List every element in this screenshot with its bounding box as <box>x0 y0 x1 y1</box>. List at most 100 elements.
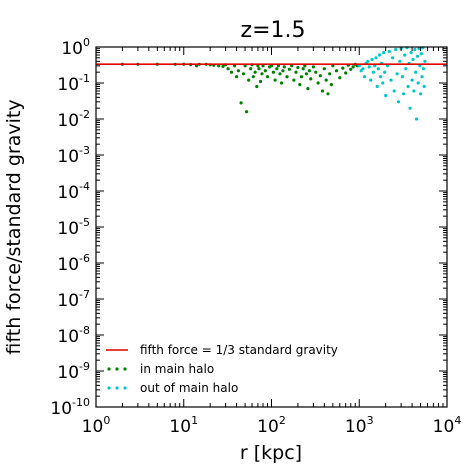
point-in-main-halo <box>261 64 265 68</box>
point-out-of-main-halo <box>413 47 417 52</box>
point-in-main-halo <box>281 69 285 73</box>
points-layer <box>120 46 427 121</box>
point-in-main-halo <box>251 75 255 79</box>
point-out-of-main-halo <box>377 53 382 57</box>
point-in-main-halo <box>294 70 298 74</box>
plot-area <box>96 47 447 407</box>
x-tick-label: 102 <box>257 414 286 437</box>
point-out-of-main-halo <box>402 92 406 96</box>
point-out-of-main-halo <box>367 65 371 69</box>
point-out-of-main-halo <box>375 84 379 89</box>
y-axis-title: fifth force/standard gravity <box>3 99 25 354</box>
point-in-main-halo <box>235 75 239 79</box>
point-out-of-main-halo <box>420 75 424 79</box>
point-in-main-halo <box>329 83 333 87</box>
y-tick-label: 10-8 <box>57 324 90 347</box>
point-in-main-halo <box>243 64 247 68</box>
point-out-of-main-halo <box>418 64 422 68</box>
legend-swatch-dot <box>123 367 127 371</box>
x-tick-label: 103 <box>345 414 374 437</box>
x-tick-label: 101 <box>169 414 198 437</box>
point-out-of-main-halo <box>409 51 413 55</box>
point-in-main-halo <box>217 64 221 68</box>
point-out-of-main-halo <box>406 84 410 89</box>
legend: fifth force = 1/3 standard gravity in ma… <box>106 343 338 395</box>
point-out-of-main-halo <box>403 53 407 57</box>
point-out-of-main-halo <box>389 78 393 82</box>
point-out-of-main-halo <box>369 78 373 82</box>
point-in-main-halo <box>245 110 249 114</box>
legend-swatch-dot <box>107 386 111 390</box>
y-tick-label: 100 <box>61 36 90 59</box>
y-tick-label: 10-6 <box>57 252 90 275</box>
point-in-main-halo <box>265 75 270 79</box>
point-out-of-main-halo <box>396 100 401 104</box>
point-out-of-main-halo <box>384 93 388 98</box>
y-tick-label: 10-2 <box>57 108 90 131</box>
point-out-of-main-halo <box>366 59 370 63</box>
point-in-main-halo <box>271 70 275 74</box>
point-in-main-halo <box>221 64 225 68</box>
point-in-main-halo <box>290 64 294 68</box>
legend-swatch-dot <box>107 367 111 371</box>
point-out-of-main-halo <box>361 67 365 71</box>
point-out-of-main-halo <box>412 89 416 93</box>
point-in-main-halo <box>328 72 332 76</box>
point-in-main-halo <box>285 75 289 79</box>
point-in-main-halo <box>276 64 280 68</box>
point-out-of-main-halo <box>414 70 418 74</box>
point-in-main-halo <box>292 78 296 82</box>
point-in-main-halo <box>349 67 353 71</box>
point-out-of-main-halo <box>411 57 415 62</box>
x-tick-label: 104 <box>433 414 462 437</box>
point-out-of-main-halo <box>400 75 404 79</box>
point-out-of-main-halo <box>419 52 423 56</box>
y-tick-label: 10-1 <box>57 72 90 95</box>
point-in-main-halo <box>324 78 328 82</box>
legend-label-in-main-halo: in main halo <box>140 362 214 376</box>
point-in-main-halo <box>257 67 261 71</box>
point-in-main-halo <box>338 76 342 80</box>
point-out-of-main-halo <box>394 47 398 52</box>
y-tick-label: 10-7 <box>57 288 90 311</box>
point-in-main-halo <box>306 87 310 91</box>
legend-swatch-dot <box>123 386 127 390</box>
point-out-of-main-halo <box>415 117 419 121</box>
point-in-main-halo <box>236 69 240 73</box>
point-out-of-main-halo <box>357 64 361 68</box>
x-axis-title: r [kpc] <box>240 442 302 464</box>
point-in-main-halo <box>318 74 322 78</box>
legend-swatch-dot <box>115 386 119 390</box>
point-out-of-main-halo <box>373 64 377 68</box>
point-in-main-halo <box>258 79 263 84</box>
point-out-of-main-halo <box>398 59 402 63</box>
point-in-main-halo <box>229 70 234 74</box>
point-in-main-halo <box>249 67 253 71</box>
point-in-main-halo <box>296 65 300 70</box>
point-out-of-main-halo <box>421 67 426 71</box>
point-out-of-main-halo <box>417 47 421 51</box>
point-out-of-main-halo <box>385 64 390 68</box>
point-in-main-halo <box>320 89 324 93</box>
point-in-main-halo <box>301 67 305 71</box>
y-tick-label: 10-5 <box>57 216 90 239</box>
point-out-of-main-halo <box>370 57 374 62</box>
point-in-main-halo <box>273 78 277 82</box>
point-out-of-main-halo <box>410 78 414 82</box>
point-in-main-halo <box>260 72 264 76</box>
point-in-main-halo <box>263 69 267 73</box>
point-in-main-halo <box>307 69 311 73</box>
legend-label-reference: fifth force = 1/3 standard gravity <box>140 343 338 357</box>
point-in-main-halo <box>303 64 307 68</box>
point-in-main-halo <box>226 67 230 71</box>
point-in-main-halo <box>334 69 339 73</box>
point-in-main-halo <box>299 75 304 79</box>
point-out-of-main-halo <box>395 72 399 76</box>
point-in-main-halo <box>253 70 257 74</box>
x-tick-label: 100 <box>82 414 111 437</box>
point-out-of-main-halo <box>415 54 419 58</box>
point-in-main-halo <box>298 83 302 87</box>
ticks-layer: 100 101 102 103 104 100 10-1 10-2 10-3 10-4 10-5 10… <box>50 36 461 437</box>
point-in-main-halo <box>255 84 259 89</box>
